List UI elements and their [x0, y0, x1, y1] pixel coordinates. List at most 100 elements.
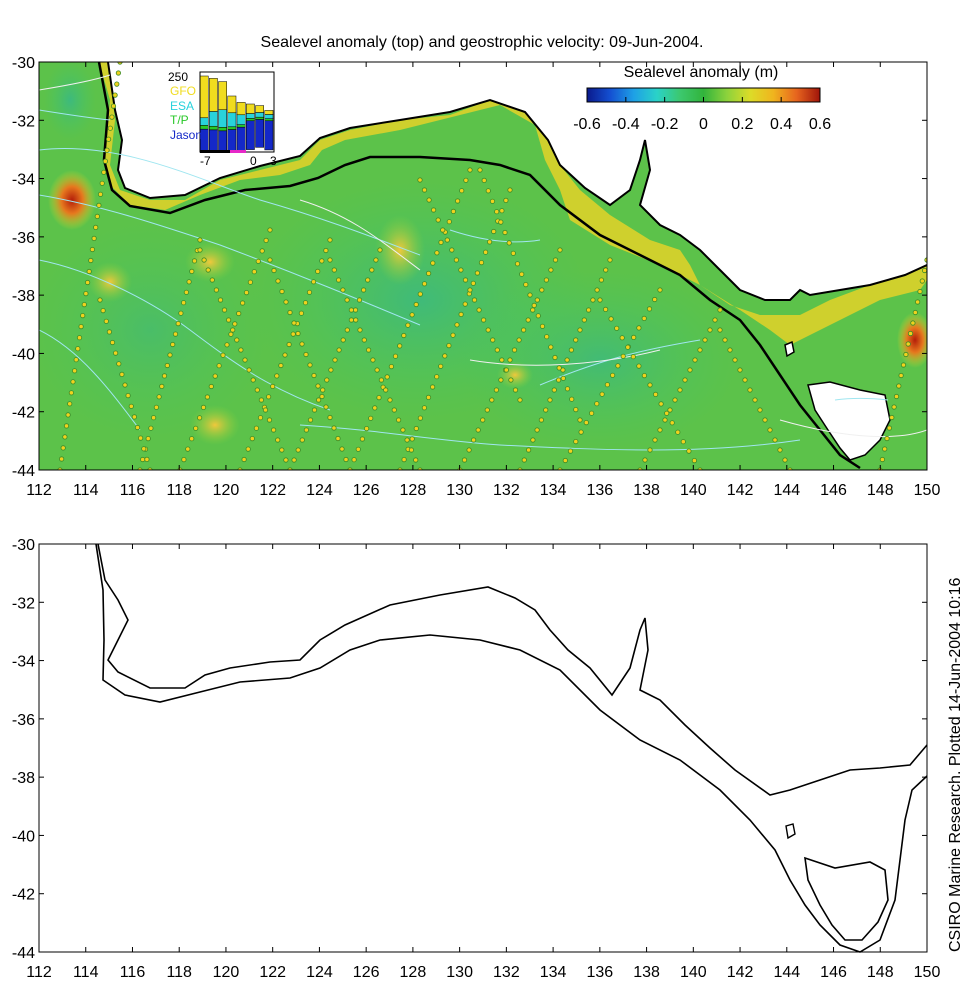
land-mass-island	[784, 340, 795, 358]
inset-bars	[199, 75, 274, 153]
track-dot	[607, 257, 613, 263]
track-dot	[898, 372, 904, 379]
track-dot	[258, 397, 264, 403]
track-dot	[86, 268, 92, 275]
track-dot	[722, 337, 728, 343]
track-dot	[286, 341, 292, 348]
colorbar-tick-label: 0.2	[731, 116, 753, 133]
track-dot	[608, 316, 614, 322]
track-dot	[507, 357, 513, 363]
top-map-y-axis: -30 -32 -34 -36 -38 -40 -42 -44	[12, 55, 927, 480]
inset-bar-segment	[209, 125, 218, 131]
inset-x-tick: 0	[250, 154, 257, 168]
track-dot	[93, 224, 99, 230]
track-dot	[641, 315, 647, 321]
track-dot	[361, 337, 367, 343]
inset-bar-segment	[246, 103, 255, 114]
track-dot	[485, 188, 491, 194]
track-dot	[243, 289, 250, 296]
bottom-island	[785, 823, 796, 840]
track-dot	[290, 331, 296, 337]
track-dot	[413, 457, 419, 463]
track-dot	[603, 267, 609, 273]
track-dot	[303, 351, 309, 358]
track-dot	[365, 277, 371, 283]
inset-bar-segment	[246, 118, 255, 122]
track-dot	[270, 383, 276, 389]
x-tick-label: 126	[353, 482, 380, 499]
x-tick-label: 140	[680, 964, 707, 981]
track-dot	[467, 167, 473, 173]
track-dot	[213, 287, 219, 293]
track-dot	[395, 417, 402, 423]
track-dot	[226, 317, 232, 323]
anomaly-blob	[48, 170, 96, 230]
track-dot	[652, 391, 659, 397]
track-dot	[230, 327, 236, 333]
track-dot	[677, 387, 683, 393]
track-dot	[525, 447, 532, 453]
track-dot	[657, 427, 663, 433]
track-dot	[594, 401, 600, 407]
track-dot	[328, 367, 334, 373]
track-dot	[444, 237, 450, 243]
track-dot	[489, 397, 495, 403]
track-dot	[882, 446, 888, 452]
track-dot	[257, 415, 264, 421]
track-dot	[327, 257, 333, 263]
track-dot	[112, 92, 118, 98]
track-dot	[250, 377, 256, 383]
y-tick-label: -30	[12, 537, 35, 554]
track-dot	[355, 446, 361, 452]
track-dot	[265, 394, 272, 400]
track-dot	[583, 419, 589, 426]
inset-bar-segment	[236, 102, 246, 116]
track-dot	[348, 307, 354, 313]
track-dot	[707, 327, 713, 333]
inset-legend-jason: Jason	[170, 128, 202, 142]
track-dot	[454, 198, 461, 204]
track-dot	[75, 346, 81, 352]
track-dot	[484, 407, 490, 413]
track-dot	[267, 227, 273, 233]
inset-bar-segment	[264, 118, 274, 122]
anomaly-blob	[460, 270, 740, 450]
track-dot	[767, 427, 773, 433]
figure-title: Sealevel anomaly (top) and geostrophic v…	[261, 34, 704, 51]
track-dot	[363, 425, 370, 432]
bottom-map-x-axis: 112 114 116 118 120 122 124 126 128 130 132 134 136 1…	[26, 544, 940, 981]
track-dot	[374, 367, 380, 373]
track-dot	[234, 337, 240, 343]
track-dot	[687, 367, 693, 373]
track-dot	[70, 379, 76, 385]
track-dot	[657, 287, 663, 293]
track-dot	[181, 300, 187, 306]
track-dot	[426, 197, 432, 203]
colorbar-tick-label: -0.4	[612, 116, 640, 133]
x-tick-label: 136	[586, 964, 613, 981]
track-dot	[609, 372, 616, 378]
track-dot	[113, 350, 119, 356]
y-tick-label: -38	[12, 770, 35, 787]
track-dot	[691, 457, 698, 464]
inset-bar-segment	[199, 75, 209, 119]
y-tick-label: -30	[12, 55, 35, 72]
track-dot	[62, 434, 68, 440]
track-dot	[197, 247, 203, 253]
track-dot	[442, 353, 448, 359]
x-tick-label: 122	[259, 482, 286, 499]
track-dot	[514, 261, 521, 267]
anomaly-blob	[897, 312, 927, 368]
track-dot	[642, 457, 648, 463]
track-dot	[172, 331, 179, 337]
track-dot	[310, 279, 317, 285]
track-dot	[672, 397, 678, 403]
track-dot	[63, 423, 70, 429]
track-dot	[99, 180, 105, 186]
inset-bar-segment	[209, 78, 218, 112]
track-dot	[717, 307, 723, 313]
track-dot	[577, 417, 583, 423]
track-dot	[489, 198, 496, 204]
track-dot	[757, 407, 763, 413]
inset-bar-segment	[236, 126, 246, 153]
